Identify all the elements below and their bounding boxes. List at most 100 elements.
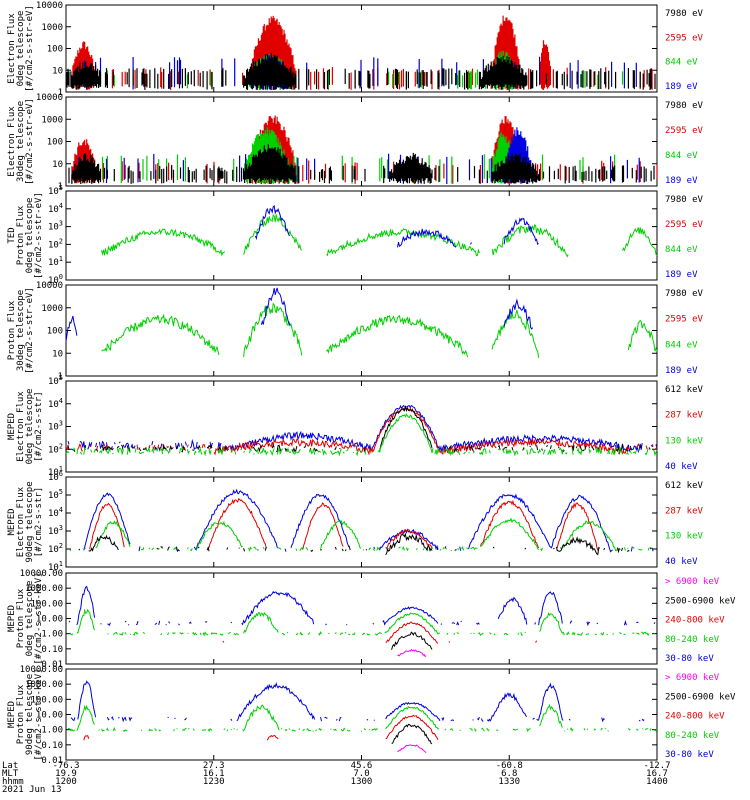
legend-entry: 30-80 keV (665, 654, 714, 664)
panel-frame (65, 380, 658, 473)
y-axis-label: [#/cm2-s-str-keV] (34, 572, 44, 664)
series-trace-red (83, 714, 439, 741)
y-tick-label: 10 (52, 160, 63, 170)
panel-4: 10000 1000 100 10 1 Proton Flux 30deg telescop… (7, 281, 704, 382)
y-axis-label: Electron Flux (7, 106, 17, 177)
y-axis-label: 0deg telescope (25, 389, 35, 465)
legend-entry: > 6900 keV (665, 673, 720, 683)
y-tick-label: 101 (48, 560, 63, 573)
series-trace-green (67, 703, 658, 733)
y-axis-label: [#/cm2-s-str-eV] (25, 98, 35, 185)
legend-entry: 844 eV (665, 58, 698, 68)
y-tick-label: 10 (52, 66, 63, 76)
legend-entry: 612 keV (665, 481, 704, 491)
y-tick-label: 10000.00 (20, 665, 63, 675)
y-axis-label: [#/cm2-s-str] (34, 487, 44, 557)
legend-entry: 189 eV (665, 270, 698, 280)
y-tick-label: 1 (58, 372, 63, 382)
legend-entry: 287 keV (665, 411, 704, 421)
y-tick-label: 1000.00 (25, 584, 63, 594)
legend-entry: 189 eV (665, 176, 698, 186)
y-tick-label: 1 (58, 88, 63, 98)
series-trace-blue (71, 681, 649, 721)
y-tick-label: 0.10 (41, 741, 63, 751)
footer-row-label: 2021 Jun 13 (2, 785, 62, 795)
footer-hhmm-value: 1200 (55, 777, 77, 787)
y-tick-label: 100 (47, 138, 63, 148)
legend-entry: 2595 eV (665, 126, 704, 136)
panel-1: 10000 1000 100 10 1 Electron Flux 0deg telesco… (7, 1, 704, 98)
y-tick-label: 102 (48, 542, 63, 555)
y-tick-label: 1.00 (41, 726, 63, 736)
y-axis-label: [#/cm2-s-str] (34, 391, 44, 461)
footer-mlt-value: 16.7 (646, 769, 668, 779)
y-tick-label: 10.00 (36, 615, 63, 625)
y-tick-label: 10000.00 (20, 569, 63, 579)
series-trace-blue (66, 288, 647, 341)
series-trace-black (68, 144, 655, 184)
y-tick-label: 101 (48, 255, 63, 268)
y-tick-label: 0.01 (41, 660, 63, 670)
y-tick-label: 100 (48, 273, 63, 286)
series-trace-green (65, 412, 658, 457)
series-trace-red (89, 498, 599, 551)
footer-lat-value: -12.7 (643, 761, 670, 771)
legend-entry: 130 keV (665, 532, 704, 542)
y-tick-label: 102 (48, 442, 63, 455)
y-tick-label: 0.10 (41, 645, 63, 655)
y-axis-label: MEPED (7, 701, 17, 728)
footer-mlt-value: 19.9 (55, 769, 77, 779)
y-tick-label: 0.01 (41, 756, 63, 766)
series-trace-green (70, 610, 657, 635)
panel-5: 105 104 103 102 101 MEPED Electron Flux 0deg te… (7, 374, 704, 478)
legend-entry: 612 keV (665, 385, 704, 395)
y-axis-label: [#/cm2-s-str-keV] (34, 668, 44, 760)
footer-hhmm-value: 1300 (351, 777, 373, 787)
y-tick-label: 106 (48, 470, 63, 483)
legend-entry: 240-800 keV (665, 712, 725, 722)
series-trace-black (79, 534, 653, 555)
y-tick-label: 102 (48, 237, 63, 250)
y-tick-label: 1000 (41, 304, 63, 314)
series-trace-green (101, 302, 658, 358)
panel-frame (65, 668, 658, 761)
legend-entry: 287 keV (665, 506, 704, 516)
y-tick-label: 100.00 (30, 695, 63, 705)
y-axis-label: [#/cm2-s-str-eV] (25, 287, 35, 374)
panel-6: 106 105 104 103 102 101 MEPED Electron Flux 90de… (7, 470, 704, 573)
legend-entry: 2595 eV (665, 315, 704, 325)
legend-entry: 2595 eV (665, 220, 704, 230)
y-tick-label: 1.00 (41, 630, 63, 640)
panel-2: 10000 1000 100 10 1 Electron Flux 30deg telesc… (7, 93, 704, 192)
legend-entry: 30-80 keV (665, 750, 714, 760)
y-axis-label: 90deg telescope (25, 481, 35, 562)
legend-entry: 189 eV (665, 366, 698, 376)
y-axis-label: 30deg telescope (16, 101, 26, 182)
panel-3: 105 104 103 102 101 100 TED Proton Flux 0deg tel… (7, 184, 704, 286)
y-tick-label: 100.00 (30, 599, 63, 609)
series-trace-magenta (397, 744, 427, 754)
legend-entry: 844 eV (665, 151, 698, 161)
legend-entry: 2595 eV (665, 33, 704, 43)
y-axis-label: MEPED (7, 413, 17, 440)
y-tick-label: 103 (48, 220, 63, 233)
y-axis-label: Proton Flux (16, 684, 26, 744)
series-trace-blue (78, 127, 640, 184)
series-trace-black (66, 53, 656, 90)
panel-frame (65, 476, 658, 568)
legend-entry: 844 eV (665, 340, 698, 350)
footer-hhmm-value: 1230 (203, 777, 225, 787)
footer-lat-value: 45.6 (351, 761, 373, 771)
y-tick-label: 101 (48, 465, 63, 478)
footer-hhmm-value: 1400 (646, 777, 668, 787)
footer-mlt-value: 6.8 (501, 769, 517, 779)
panel-frame (65, 572, 658, 665)
y-tick-label: 103 (48, 524, 63, 537)
series-trace-magenta (397, 648, 427, 658)
series-trace-green (101, 213, 658, 258)
y-tick-label: 1000 (41, 23, 63, 33)
y-tick-label: 104 (48, 397, 63, 410)
legend-entry: 80-240 keV (665, 731, 720, 741)
